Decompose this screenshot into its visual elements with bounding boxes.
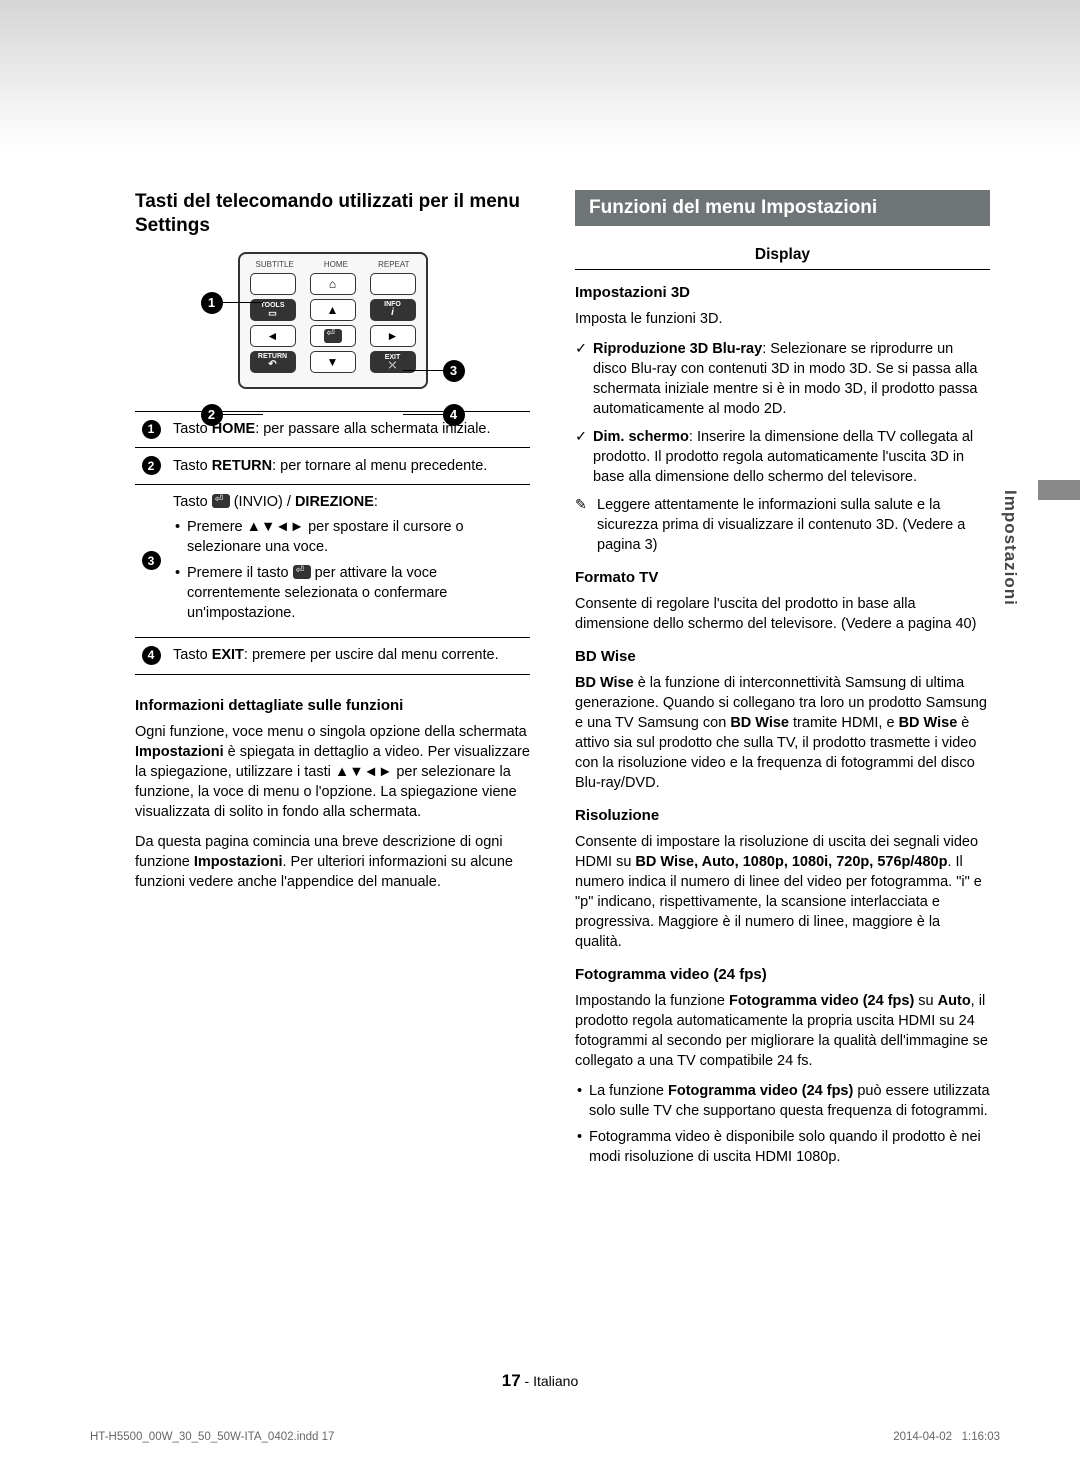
- remote-return-btn: RETURN↶: [250, 351, 296, 373]
- left-title: Tasti del telecomando utilizzati per il …: [135, 190, 530, 238]
- row-3-bullet-2: Premere il tasto per attivare la voce co…: [173, 563, 524, 623]
- foto-bullet-2: Fotogramma video è disponibile solo quan…: [575, 1127, 990, 1167]
- remote-btn: [250, 273, 296, 295]
- button-desc-table: 1 Tasto HOME: per passare alla schermata…: [135, 411, 530, 675]
- enter-icon: [293, 565, 311, 579]
- check-2: Dim. schermo: Inserire la dimensione del…: [575, 427, 990, 487]
- p-3d: Imposta le funzioni 3D.: [575, 309, 990, 329]
- right-banner: Funzioni del menu Impostazioni: [575, 190, 990, 226]
- side-marker: [1038, 480, 1080, 500]
- remote-left-btn: ◄: [250, 325, 296, 347]
- remote-diagram: 1 2 3 4 SUBTITLE HOME REPEAT ⌂ TOOLS▭ ▲: [203, 252, 463, 389]
- remote-down-btn: ▼: [310, 351, 356, 373]
- row-4-text: Tasto EXIT: premere per uscire dal menu …: [167, 638, 530, 675]
- p-formato: Consente di regolare l'uscita del prodot…: [575, 594, 990, 634]
- remote-label-repeat: REPEAT: [378, 260, 409, 269]
- check-1: Riproduzione 3D Blu-ray: Selezionare se …: [575, 339, 990, 419]
- callout-2: 2: [201, 404, 223, 426]
- remote-label-subtitle: SUBTITLE: [256, 260, 294, 269]
- note-3d: Leggere attentamente le informazioni sul…: [575, 495, 990, 555]
- h-bdwise: BD Wise: [575, 648, 990, 665]
- side-tab: Impostazioni: [1000, 490, 1020, 606]
- row-3-text: Tasto (INVIO) / DIREZIONE: Premere ▲▼◄► …: [167, 485, 530, 638]
- row-num-1: 1: [142, 420, 161, 439]
- row-num-2: 2: [142, 456, 161, 475]
- foto-bullet-1: La funzione Fotogramma video (24 fps) pu…: [575, 1081, 990, 1121]
- row-num-3: 3: [142, 551, 161, 570]
- info-p2: Da questa pagina comincia una breve desc…: [135, 832, 530, 892]
- callout-4: 4: [443, 404, 465, 426]
- info-p1: Ogni funzione, voce menu o singola opzio…: [135, 722, 530, 822]
- enter-icon: [324, 329, 342, 343]
- page-footer: 17 - Italiano: [0, 1371, 1080, 1391]
- h-3d: Impostazioni 3D: [575, 284, 990, 301]
- p-bdwise: BD Wise è la funzione di interconnettivi…: [575, 673, 990, 793]
- remote-btn: [370, 273, 416, 295]
- remote-info-btn: INFOi: [370, 299, 416, 321]
- category-display: Display: [575, 246, 990, 270]
- print-mark: HT-H5500_00W_30_50_50W-ITA_0402.indd 17 …: [90, 1431, 1000, 1443]
- h-formato: Formato TV: [575, 569, 990, 586]
- remote-enter-btn: [310, 325, 356, 347]
- remote-right-btn: ►: [370, 325, 416, 347]
- p-fotogramma: Impostando la funzione Fotogramma video …: [575, 991, 990, 1071]
- callout-3: 3: [443, 360, 465, 382]
- row-num-4: 4: [142, 646, 161, 665]
- enter-icon: [212, 494, 230, 508]
- p-risoluzione: Consente di impostare la risoluzione di …: [575, 832, 990, 952]
- remote-home-btn: ⌂: [310, 273, 356, 295]
- remote-label-home: HOME: [324, 260, 348, 269]
- row-3-bullet-1: Premere ▲▼◄► per spostare il cursore o s…: [173, 517, 524, 557]
- remote-up-btn: ▲: [310, 299, 356, 321]
- callout-1: 1: [201, 292, 223, 314]
- info-heading: Informazioni dettagliate sulle funzioni: [135, 697, 530, 714]
- h-fotogramma: Fotogramma video (24 fps): [575, 966, 990, 983]
- row-2-text: Tasto RETURN: per tornare al menu preced…: [167, 448, 530, 485]
- h-risoluzione: Risoluzione: [575, 807, 990, 824]
